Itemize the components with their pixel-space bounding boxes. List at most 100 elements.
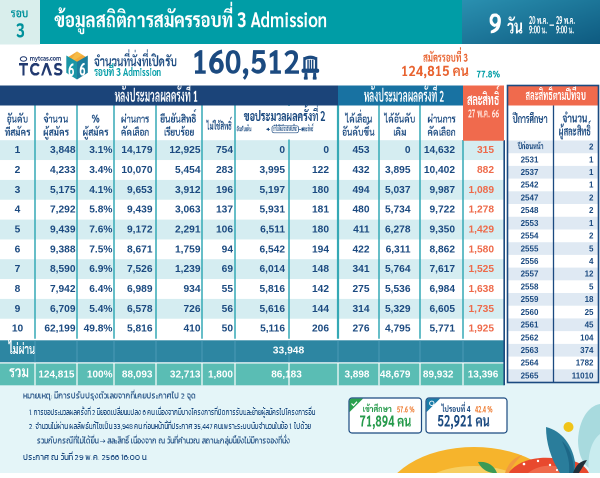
svg-text:194: 194 bbox=[312, 244, 329, 255]
svg-text:341: 341 bbox=[353, 264, 370, 275]
svg-text:1,089: 1,089 bbox=[469, 185, 495, 196]
svg-text:5,616: 5,616 bbox=[260, 304, 286, 315]
svg-text:3,063: 3,063 bbox=[175, 205, 201, 216]
svg-text:7.5%: 7.5% bbox=[89, 244, 112, 255]
svg-text:86,183: 86,183 bbox=[271, 369, 302, 380]
svg-text:100%: 100% bbox=[87, 369, 113, 380]
svg-text:480: 480 bbox=[353, 205, 370, 216]
svg-text:3: 3 bbox=[15, 185, 21, 196]
svg-text:2560: 2560 bbox=[521, 308, 539, 317]
svg-text:13,396: 13,396 bbox=[468, 369, 499, 380]
svg-text:726: 726 bbox=[184, 304, 201, 315]
svg-text:2531: 2531 bbox=[521, 155, 539, 164]
svg-text:1: 1 bbox=[589, 219, 594, 228]
svg-text:4.1%: 4.1% bbox=[89, 185, 112, 196]
svg-text:5,037: 5,037 bbox=[385, 185, 411, 196]
svg-text:5: 5 bbox=[15, 225, 21, 236]
svg-text:181: 181 bbox=[312, 205, 329, 216]
svg-text:2: 2 bbox=[589, 193, 594, 202]
svg-text:1,759: 1,759 bbox=[175, 244, 201, 255]
svg-text:62,199: 62,199 bbox=[44, 324, 75, 335]
svg-text:3,848: 3,848 bbox=[50, 145, 76, 156]
svg-text:6,984: 6,984 bbox=[430, 284, 456, 295]
svg-text:411: 411 bbox=[353, 225, 370, 236]
svg-text:14,179: 14,179 bbox=[121, 145, 152, 156]
svg-text:275: 275 bbox=[353, 284, 370, 295]
svg-text:4: 4 bbox=[15, 205, 21, 216]
svg-text:2558: 2558 bbox=[521, 282, 539, 291]
svg-text:6,989: 6,989 bbox=[127, 284, 153, 295]
svg-text:33,948: 33,948 bbox=[273, 345, 305, 356]
svg-text:6,542: 6,542 bbox=[260, 244, 286, 255]
svg-text:2559: 2559 bbox=[521, 295, 539, 304]
svg-text:106: 106 bbox=[216, 225, 233, 236]
svg-text:6.9%: 6.9% bbox=[89, 264, 112, 275]
svg-text:88,093: 88,093 bbox=[122, 369, 153, 380]
svg-text:12,925: 12,925 bbox=[169, 145, 200, 156]
svg-text:315: 315 bbox=[477, 145, 494, 156]
svg-text:5,931: 5,931 bbox=[260, 205, 286, 216]
svg-text:5: 5 bbox=[589, 244, 594, 253]
svg-text:11010: 11010 bbox=[572, 371, 594, 380]
svg-text:5,734: 5,734 bbox=[385, 205, 411, 216]
svg-text:6,014: 6,014 bbox=[260, 264, 286, 275]
svg-text:1,525: 1,525 bbox=[469, 264, 495, 275]
svg-text:7,292: 7,292 bbox=[50, 205, 76, 216]
svg-text:2548: 2548 bbox=[521, 206, 539, 215]
svg-text:1: 1 bbox=[15, 145, 21, 156]
svg-text:148: 148 bbox=[312, 264, 329, 275]
svg-text:4: 4 bbox=[589, 257, 594, 266]
svg-text:8: 8 bbox=[15, 284, 21, 295]
svg-text:9,653: 9,653 bbox=[127, 185, 153, 196]
svg-text:1,278: 1,278 bbox=[469, 205, 495, 216]
svg-text:1,800: 1,800 bbox=[208, 369, 233, 380]
svg-text:6,709: 6,709 bbox=[50, 304, 76, 315]
svg-text:2561: 2561 bbox=[521, 321, 539, 330]
svg-text:25: 25 bbox=[585, 308, 594, 317]
svg-text:6,605: 6,605 bbox=[430, 304, 456, 315]
svg-text:94: 94 bbox=[222, 244, 234, 255]
svg-text:422: 422 bbox=[353, 244, 370, 255]
svg-text:124,815: 124,815 bbox=[38, 369, 75, 380]
svg-text:7: 7 bbox=[15, 264, 21, 275]
svg-text:4,795: 4,795 bbox=[385, 324, 411, 335]
svg-text:9: 9 bbox=[15, 304, 21, 315]
svg-text:2562: 2562 bbox=[521, 333, 539, 342]
svg-text:6: 6 bbox=[15, 244, 21, 255]
svg-text:6,278: 6,278 bbox=[385, 225, 411, 236]
svg-text:48,679: 48,679 bbox=[380, 369, 411, 380]
svg-text:5,454: 5,454 bbox=[175, 165, 201, 176]
svg-text:196: 196 bbox=[216, 185, 233, 196]
svg-text:49.8%: 49.8% bbox=[84, 324, 113, 335]
svg-text:2555: 2555 bbox=[521, 244, 539, 253]
svg-text:2556: 2556 bbox=[521, 257, 539, 266]
svg-text:410: 410 bbox=[184, 324, 201, 335]
svg-text:2542: 2542 bbox=[521, 181, 539, 190]
svg-text:180: 180 bbox=[312, 185, 329, 196]
svg-text:0: 0 bbox=[279, 145, 285, 156]
svg-text:4,233: 4,233 bbox=[50, 165, 76, 176]
svg-text:5.8%: 5.8% bbox=[89, 205, 112, 216]
svg-text:5,816: 5,816 bbox=[260, 284, 286, 295]
svg-text:494: 494 bbox=[353, 185, 370, 196]
svg-text:276: 276 bbox=[353, 324, 370, 335]
svg-text:1,239: 1,239 bbox=[175, 264, 201, 275]
svg-text:3,898: 3,898 bbox=[344, 369, 369, 380]
svg-text:1: 1 bbox=[589, 168, 594, 177]
svg-text:2563: 2563 bbox=[521, 346, 539, 355]
svg-text:6,578: 6,578 bbox=[127, 304, 153, 315]
svg-text:5,329: 5,329 bbox=[385, 304, 411, 315]
svg-text:0: 0 bbox=[405, 145, 411, 156]
svg-text:8,671: 8,671 bbox=[127, 244, 153, 255]
svg-text:283: 283 bbox=[216, 165, 233, 176]
svg-text:7,526: 7,526 bbox=[127, 264, 153, 275]
svg-text:89,932: 89,932 bbox=[423, 369, 454, 380]
svg-text:142: 142 bbox=[312, 284, 329, 295]
svg-text:56: 56 bbox=[222, 304, 234, 315]
svg-text:2557: 2557 bbox=[521, 270, 539, 279]
svg-text:10,070: 10,070 bbox=[121, 165, 152, 176]
svg-text:2: 2 bbox=[589, 143, 594, 152]
svg-text:6,311: 6,311 bbox=[386, 244, 411, 255]
svg-text:9,722: 9,722 bbox=[430, 205, 456, 216]
svg-text:7,942: 7,942 bbox=[50, 284, 76, 295]
